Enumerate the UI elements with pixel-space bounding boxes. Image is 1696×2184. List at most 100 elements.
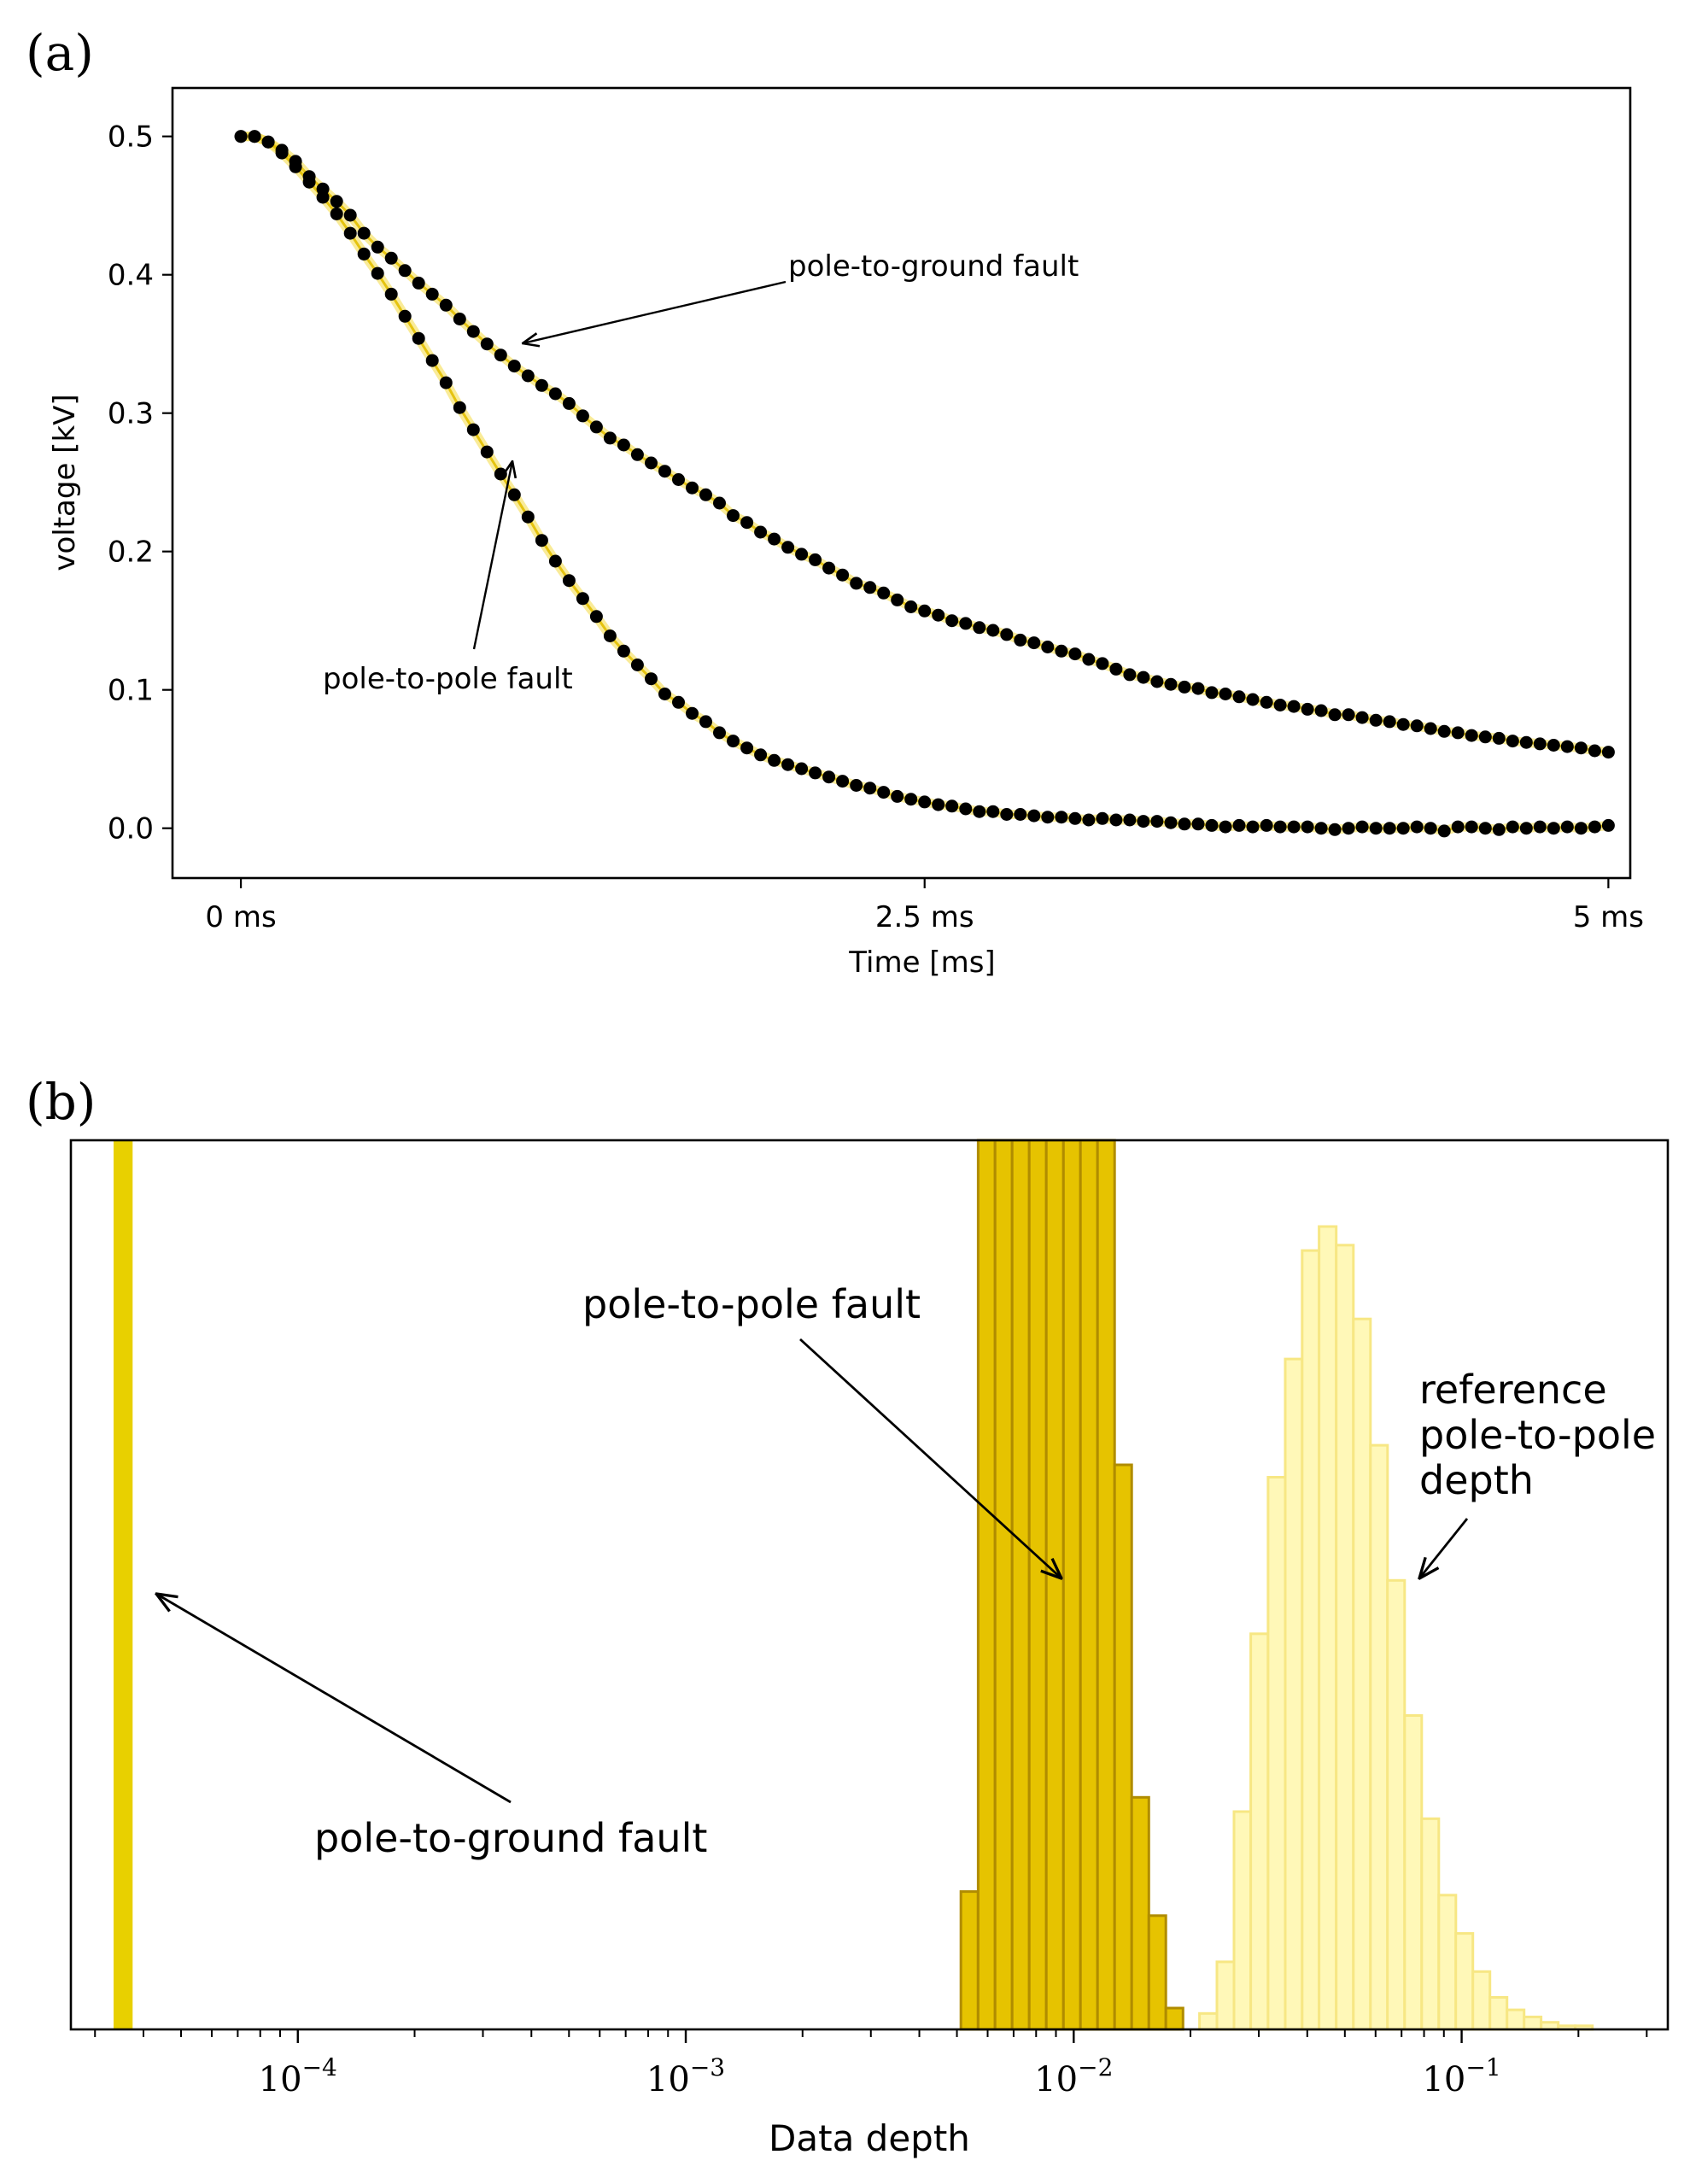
data-point bbox=[1437, 724, 1451, 738]
data-point bbox=[507, 360, 521, 373]
data-point bbox=[1369, 713, 1383, 727]
annotation-reference-line-3: depth bbox=[1419, 1457, 1534, 1503]
histogram-bars bbox=[114, 1139, 1594, 2031]
data-point bbox=[630, 448, 644, 461]
data-point bbox=[1574, 741, 1588, 755]
hist-bar-reference bbox=[1249, 1632, 1270, 2031]
data-point bbox=[699, 715, 712, 729]
data-point bbox=[1519, 735, 1533, 749]
data-point bbox=[1410, 820, 1424, 834]
data-point bbox=[316, 190, 330, 204]
data-point bbox=[713, 496, 726, 510]
data-point bbox=[1246, 820, 1260, 834]
data-point bbox=[754, 525, 768, 539]
data-point bbox=[371, 266, 384, 280]
annotation-arrow-pole-to-pole bbox=[472, 461, 512, 650]
data-point bbox=[1219, 688, 1232, 700]
data-point bbox=[1123, 668, 1137, 682]
data-point bbox=[891, 593, 904, 606]
data-point bbox=[1588, 820, 1601, 834]
y-tick-label: 0.0 bbox=[108, 812, 154, 846]
annotation-pole-to-pole: pole-to-pole fault bbox=[323, 662, 573, 696]
data-point bbox=[836, 775, 850, 788]
data-point bbox=[562, 396, 576, 410]
data-point bbox=[384, 287, 398, 301]
data-point bbox=[795, 547, 809, 561]
data-point bbox=[535, 378, 548, 392]
panel-b-label: (b) bbox=[26, 1073, 96, 1131]
data-point bbox=[1260, 818, 1273, 832]
annotation-reference-line-2: pole-to-pole bbox=[1419, 1412, 1656, 1458]
data-point bbox=[466, 423, 480, 436]
data-point bbox=[713, 726, 726, 740]
data-point bbox=[932, 798, 945, 811]
data-point bbox=[357, 247, 371, 261]
y-tick-label: 0.1 bbox=[108, 674, 154, 708]
data-point bbox=[1068, 811, 1082, 825]
data-point bbox=[398, 264, 412, 278]
annotation-arrow-pole-to-pole bbox=[799, 1338, 1061, 1578]
data-point bbox=[781, 541, 795, 554]
y-tick-label: 0.5 bbox=[108, 120, 154, 155]
data-point bbox=[1424, 722, 1437, 735]
data-point bbox=[1396, 822, 1410, 835]
hist-bar-reference bbox=[1318, 1225, 1338, 2031]
data-point bbox=[1109, 813, 1123, 827]
data-point bbox=[850, 779, 863, 792]
x-tick-label: 0 ms bbox=[205, 900, 276, 934]
data-point bbox=[480, 337, 494, 351]
data-point bbox=[959, 617, 973, 630]
data-point bbox=[727, 509, 740, 523]
data-point bbox=[1383, 822, 1396, 835]
hist-bar-reference bbox=[1437, 1894, 1458, 2031]
data-point bbox=[1533, 820, 1547, 834]
hist-bar-pole-to-pole bbox=[1147, 1914, 1167, 2031]
data-point bbox=[822, 770, 836, 784]
data-point bbox=[576, 409, 589, 423]
annotation-pole-to-ground: pole-to-ground fault bbox=[788, 249, 1079, 284]
data-point bbox=[1082, 653, 1096, 666]
hist-bar-reference bbox=[1352, 1317, 1372, 2031]
y-tick-label: 0.2 bbox=[108, 536, 154, 570]
data-point bbox=[617, 438, 630, 452]
data-point bbox=[548, 554, 562, 568]
data-point bbox=[1519, 822, 1533, 835]
hist-bar-reference bbox=[1454, 1932, 1475, 2031]
y-tick-label: 0.3 bbox=[108, 397, 154, 431]
data-point bbox=[1383, 715, 1396, 729]
data-point bbox=[1205, 686, 1219, 700]
x-tick-label: 10−1 bbox=[1422, 2053, 1500, 2099]
data-point bbox=[1560, 820, 1574, 834]
data-point bbox=[576, 592, 589, 606]
data-point bbox=[398, 309, 412, 323]
data-point bbox=[1014, 808, 1027, 821]
data-point bbox=[1246, 693, 1260, 706]
data-point bbox=[1396, 717, 1410, 731]
data-point bbox=[234, 130, 248, 143]
data-points bbox=[234, 130, 1615, 838]
fit-band-pole-to-ground bbox=[236, 132, 1613, 758]
data-point bbox=[453, 401, 466, 414]
data-point bbox=[645, 456, 658, 470]
data-point bbox=[1150, 815, 1164, 829]
data-point bbox=[863, 581, 877, 594]
data-point bbox=[1164, 677, 1178, 691]
data-point bbox=[453, 313, 466, 325]
data-point bbox=[1287, 820, 1301, 834]
data-point bbox=[1164, 816, 1178, 829]
data-point bbox=[658, 465, 671, 478]
hist-bar-pole-to-pole bbox=[1044, 1139, 1065, 2031]
data-point bbox=[986, 624, 1000, 637]
plot-frame bbox=[69, 1139, 1670, 2031]
data-point bbox=[1273, 699, 1287, 711]
data-point bbox=[686, 706, 699, 720]
x-tick-label: 5 ms bbox=[1573, 900, 1644, 934]
data-point bbox=[1273, 820, 1287, 834]
data-point bbox=[439, 298, 453, 312]
data-point bbox=[1123, 813, 1137, 827]
data-point bbox=[1328, 823, 1342, 836]
data-point bbox=[535, 534, 548, 547]
data-point bbox=[589, 610, 603, 624]
data-point bbox=[1451, 820, 1465, 834]
